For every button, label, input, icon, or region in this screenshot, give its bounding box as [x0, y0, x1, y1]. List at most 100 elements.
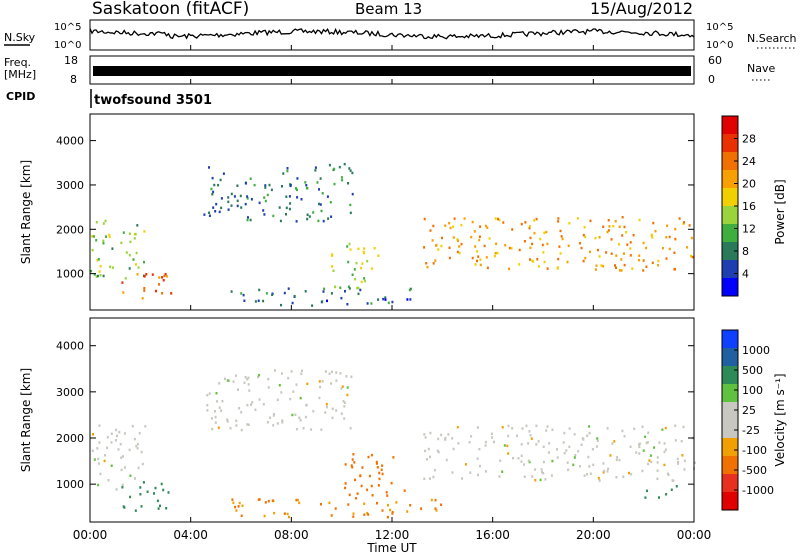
power-cell: [318, 188, 320, 191]
velocity-cell: [122, 455, 124, 458]
nsky-tick-top: 10^5: [54, 22, 81, 33]
velocity-cell: [367, 513, 370, 516]
velocity-cell: [160, 482, 163, 486]
velocity-cell: [98, 424, 101, 427]
velocity-cell: [299, 418, 302, 422]
power-cell: [691, 255, 694, 259]
velocity-cell: [656, 456, 659, 459]
velocity-cell: [272, 413, 275, 416]
power-colorbar-label: Power [dB]: [773, 179, 787, 244]
velocity-cell: [588, 431, 591, 435]
velocity-cell: [386, 515, 389, 519]
power-cell: [92, 235, 95, 238]
power-cell: [366, 259, 369, 263]
velocity-cell: [676, 457, 679, 461]
colorbar-tick-label: 8: [742, 245, 749, 258]
x-tick-label: 20:00: [576, 528, 611, 542]
power-cell: [479, 263, 482, 267]
power-cell: [363, 277, 366, 280]
velocity-cell: [231, 498, 234, 501]
power-cell: [361, 262, 364, 265]
velocity-colorbar-label: Velocity [m s⁻¹]: [773, 373, 787, 466]
power-cell: [279, 219, 282, 223]
power-scatter: [90, 162, 694, 307]
colorbar-segment: [722, 438, 738, 457]
power-cell: [366, 302, 369, 305]
velocity-cell: [281, 419, 284, 422]
velocity-cell: [226, 420, 229, 423]
velocity-cell: [535, 424, 538, 428]
power-cell: [474, 263, 477, 266]
velocity-cell: [302, 427, 305, 430]
colorbar-segment: [722, 242, 738, 261]
power-cell: [340, 176, 343, 179]
velocity-cell: [387, 504, 389, 507]
power-cell: [129, 240, 132, 244]
power-cell: [668, 235, 671, 239]
power-cell: [511, 228, 514, 231]
velocity-cell: [273, 511, 276, 515]
velocity-cell: [331, 407, 334, 411]
power-cell: [122, 291, 125, 294]
colorbar-segment: [722, 278, 738, 297]
velocity-cell: [381, 464, 384, 467]
velocity-cell: [136, 442, 139, 446]
power-cell: [423, 217, 426, 221]
power-cell: [128, 267, 131, 270]
power-cell: [471, 256, 474, 260]
power-cell: [321, 192, 324, 195]
power-cell: [606, 230, 609, 234]
velocity-cell: [257, 498, 260, 501]
power-cell: [282, 172, 285, 175]
velocity-cell: [484, 470, 487, 473]
velocity-cell: [243, 381, 246, 384]
velocity-cell: [235, 424, 238, 427]
velocity-cell: [312, 410, 315, 413]
velocity-cell: [615, 476, 618, 479]
power-cell: [208, 166, 210, 169]
velocity-cell: [360, 484, 363, 488]
velocity-cell: [123, 466, 126, 469]
velocity-cell: [262, 403, 265, 406]
velocity-cell: [278, 384, 281, 387]
power-cell: [250, 198, 253, 201]
power-cell: [306, 213, 309, 216]
freq-label: Freq.: [4, 56, 31, 69]
velocity-cell: [115, 488, 118, 491]
velocity-cell: [291, 413, 294, 417]
velocity-cell: [434, 507, 437, 510]
velocity-cell: [206, 394, 209, 397]
colorbar-segment: [722, 456, 738, 475]
power-cell: [322, 290, 325, 293]
power-cell: [589, 219, 592, 223]
velocity-cell: [434, 498, 437, 502]
power-cell: [95, 221, 98, 224]
nave-tick-bottom: 0: [708, 73, 715, 86]
velocity-cell: [98, 441, 101, 444]
colorbar-tick-label: 100: [742, 384, 763, 397]
velocity-cell: [451, 437, 454, 440]
velocity-cell: [273, 369, 276, 372]
power-cell: [508, 246, 511, 250]
velocity-cell: [140, 505, 143, 508]
velocity-cell: [427, 447, 430, 451]
power-cell: [360, 280, 363, 284]
colorbar-segment: [722, 260, 738, 279]
power-cell: [559, 252, 562, 255]
velocity-cell: [433, 468, 436, 472]
power-cell: [678, 217, 681, 220]
velocity-cell: [430, 498, 433, 502]
power-cell: [304, 181, 307, 184]
velocity-cell: [375, 460, 378, 464]
power-cell: [529, 258, 531, 261]
nave-tick-top: 60: [708, 54, 722, 67]
velocity-y-label: Slant Range [km]: [19, 368, 33, 472]
velocity-cell: [583, 474, 586, 477]
power-cell: [222, 172, 225, 175]
power-cell: [535, 217, 538, 221]
power-cell: [387, 301, 390, 305]
power-cell: [493, 254, 496, 258]
power-cell: [448, 246, 451, 249]
velocity-cell: [93, 458, 96, 461]
velocity-cell: [343, 405, 346, 408]
